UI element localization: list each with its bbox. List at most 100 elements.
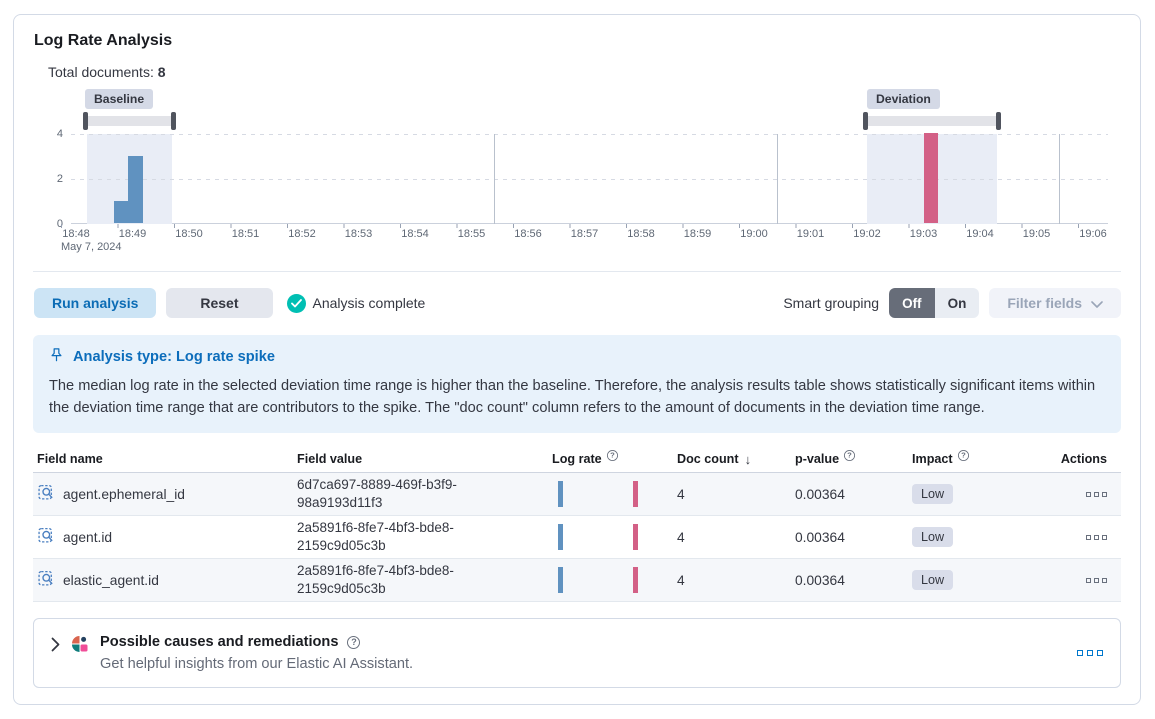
header-p-value: p-value [795,449,912,466]
row-actions-button[interactable] [1086,577,1107,583]
page-title: Log Rate Analysis [34,32,173,49]
info-icon[interactable] [957,449,969,461]
log-rate-minichart [552,523,652,551]
header-field-name: Field name [37,452,103,466]
x-axis-label: 18:52 [288,228,316,240]
status-label: Analysis complete [312,295,426,311]
smart-grouping-off-button[interactable]: Off [889,288,935,318]
chevron-down-icon [1091,295,1103,311]
deviation-bar [924,133,938,223]
reset-button[interactable]: Reset [166,288,273,318]
possible-causes-accordion[interactable]: Possible causes and remediations Get hel… [33,618,1121,688]
doc-count-cell: 4 [677,572,685,588]
row-actions-button[interactable] [1086,491,1107,497]
chevron-right-icon[interactable] [51,637,60,657]
x-axis-label: 19:06 [1079,228,1107,240]
accordion-actions-button[interactable] [1077,650,1103,656]
gridline [1059,134,1060,224]
table-row: agent.id 2a5891f6-8fe7-4bf3-bde8-2159c9d… [33,516,1121,559]
impact-badge: Low [912,527,954,547]
callout-body: The median log rate in the selected devi… [49,378,1096,416]
x-axis-label: 19:05 [1022,228,1051,240]
gridline [71,179,1108,180]
field-filter-icon[interactable] [38,484,55,504]
run-analysis-button[interactable]: Run analysis [34,288,157,318]
x-axis-label: 18:59 [683,228,712,240]
x-axis-label: 18:56 [514,228,542,240]
callout-title: Analysis type: Log rate spike [73,349,275,365]
doc-count-cell: 4 [677,486,685,502]
baseline-bar-2 [128,156,143,223]
deviation-brush-right-handle[interactable] [996,112,1001,130]
field-name: elastic_agent.id [63,572,159,588]
accordion-title[interactable]: Possible causes and remediations [100,634,339,650]
p-value-cell: 0.00364 [795,486,845,502]
doc-count-cell: 4 [677,529,685,545]
field-value: 2a5891f6-8fe7-4bf3-bde8-2159c9d05c3b [297,563,454,596]
help-icon[interactable] [347,635,361,649]
p-value-cell: 0.00364 [795,572,845,588]
x-axis-label: 19:01 [796,228,825,240]
deviation-brush-left-handle[interactable] [863,112,868,130]
analysis-status: Analysis complete [286,293,426,313]
log-rate-minichart [552,480,652,508]
x-axis-label: 18:48 [62,228,90,240]
header-doc-count[interactable]: Doc count [677,452,795,467]
accordion-text: Possible causes and remediations Get hel… [100,634,413,672]
baseline-bar-1 [114,201,128,223]
impact-badge: Low [912,570,954,590]
deviation-badge: Deviation [867,89,940,109]
filter-fields-button[interactable]: Filter fields [989,288,1121,318]
baseline-brush[interactable] [83,112,176,130]
x-axis-label: 19:00 [740,228,768,240]
x-axis-label: 18:53 [344,228,373,240]
gridline [777,134,778,224]
deviation-brush[interactable] [863,112,1001,130]
sort-desc-icon [745,452,752,467]
x-axis-label: 18:55 [457,228,486,240]
table-row: agent.ephemeral_id 6d7ca697-8889-469f-b3… [33,473,1121,516]
ai-assistant-icon [71,635,89,658]
log-rate-minichart [552,566,652,594]
row-actions-button[interactable] [1086,534,1107,540]
controls-bar: Run analysis Reset Analysis complete Sma… [33,287,1121,319]
header-log-rate: Log rate [552,449,677,466]
baseline-brush-left-handle[interactable] [83,112,88,130]
gridline [494,134,495,224]
x-axis-label: 18:49 [118,228,147,240]
header-actions: Actions [1060,452,1107,466]
field-value: 6d7ca697-8889-469f-b3f9-98a9193d11f3 [297,477,457,510]
baseline-brush-right-handle[interactable] [171,112,176,130]
check-icon [286,293,306,313]
header-field-value: Field value [297,452,363,466]
analysis-type-callout: Analysis type: Log rate spike The median… [33,335,1121,433]
y-axis-tick: 0 [56,218,63,230]
x-axis-label: 19:02 [853,228,881,240]
chart-plot-area [71,133,1108,224]
field-filter-icon[interactable] [38,570,55,590]
y-axis-tick: 4 [56,128,63,140]
x-axis-date-label: May 7, 2024 [61,241,122,253]
smart-grouping-on-button[interactable]: On [934,288,980,318]
minichart-deviation-bar [633,524,638,550]
info-icon[interactable] [844,449,856,461]
gridline [71,134,1108,135]
minichart-baseline-bar [558,567,563,593]
p-value-cell: 0.00364 [795,529,845,545]
log-rate-analysis-panel: Log Rate Analysis Total documents: 8 Bas… [13,14,1141,705]
x-axis-label: 18:54 [401,228,429,240]
total-documents: Total documents: 8 [48,64,1121,80]
divider [33,271,1121,272]
info-icon[interactable] [606,449,618,461]
total-documents-value: 8 [157,64,166,80]
minichart-baseline-bar [558,524,563,550]
y-axis-tick: 2 [56,173,63,185]
x-axis-label: 19:03 [909,228,938,240]
x-axis-label: 18:51 [231,228,260,240]
field-filter-icon[interactable] [38,527,55,547]
minichart-baseline-bar [558,481,563,507]
analysis-results-table: Field name Field value Log rate Doc coun… [33,446,1121,602]
baseline-badge: Baseline [85,89,154,109]
accordion-subtitle: Get helpful insights from our Elastic AI… [100,656,414,672]
impact-badge: Low [912,484,954,504]
